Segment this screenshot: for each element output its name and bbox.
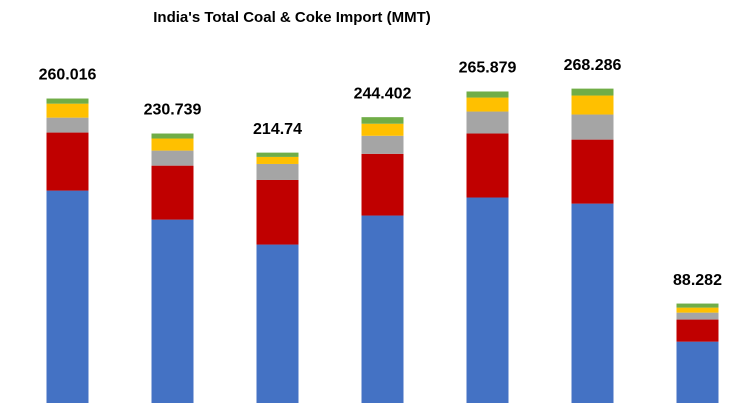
bar-segment bbox=[46, 117, 89, 133]
bar-segment bbox=[361, 135, 404, 154]
bar-segment bbox=[46, 98, 89, 104]
total-label: 88.282 bbox=[673, 272, 722, 289]
bar-segment bbox=[676, 307, 719, 313]
total-label: 244.402 bbox=[354, 85, 412, 102]
bar-segment bbox=[676, 319, 719, 342]
bar-segment bbox=[151, 165, 194, 220]
bar-segment bbox=[571, 88, 614, 96]
bar-segment bbox=[256, 179, 299, 245]
bar-segment bbox=[256, 152, 299, 157]
bar-segment bbox=[466, 111, 509, 134]
bar-segment bbox=[361, 215, 404, 403]
bar-segment bbox=[466, 133, 509, 198]
bar-segment bbox=[46, 190, 89, 403]
bar-segment bbox=[571, 203, 614, 403]
total-label: 214.74 bbox=[253, 121, 302, 138]
bar-segment bbox=[571, 114, 614, 140]
bar-segment bbox=[571, 95, 614, 115]
bar-segment bbox=[256, 244, 299, 403]
bar-segment bbox=[151, 219, 194, 403]
bar-segment bbox=[151, 133, 194, 139]
bar-segment bbox=[46, 132, 89, 191]
total-label: 268.286 bbox=[564, 57, 622, 74]
bar-segment bbox=[151, 150, 194, 166]
bar-segment bbox=[466, 97, 509, 112]
bar-segment bbox=[256, 156, 299, 164]
bar-segment bbox=[151, 138, 194, 151]
bar-segment bbox=[361, 153, 404, 216]
bar-segment bbox=[46, 103, 89, 118]
bar-segment bbox=[466, 197, 509, 403]
bar-segment bbox=[361, 123, 404, 136]
bar-segment bbox=[676, 312, 719, 320]
total-label: 230.739 bbox=[144, 102, 202, 119]
chart-title: India's Total Coal & Coke Import (MMT) bbox=[153, 9, 430, 26]
total-label: 260.016 bbox=[39, 67, 97, 84]
bar-segment bbox=[256, 163, 299, 180]
bar-segment bbox=[361, 117, 404, 124]
bar-segment bbox=[676, 341, 719, 403]
bar-segment bbox=[571, 139, 614, 204]
bar-segment bbox=[676, 303, 719, 308]
bar-segment bbox=[466, 91, 509, 98]
total-label: 265.879 bbox=[459, 60, 517, 77]
